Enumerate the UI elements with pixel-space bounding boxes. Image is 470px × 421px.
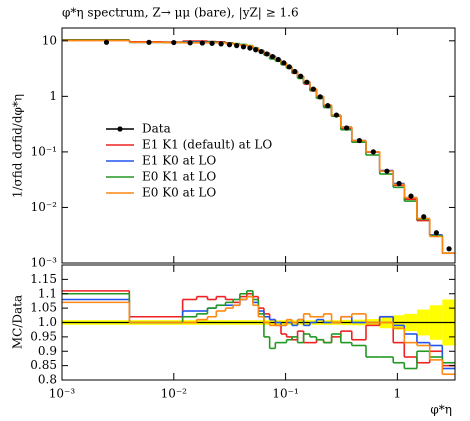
data-point xyxy=(234,42,240,49)
data-point xyxy=(310,86,316,92)
data-point xyxy=(286,64,292,70)
data-point xyxy=(421,214,427,220)
data-point xyxy=(275,56,281,63)
data-point xyxy=(370,149,376,155)
data-point xyxy=(408,193,414,199)
data-point xyxy=(209,40,215,46)
main-plot-area xyxy=(62,39,455,255)
ratio-plot-area xyxy=(62,290,455,376)
y-tick-label: 10⁻² xyxy=(31,200,58,214)
y-tick-label: 10⁻³ xyxy=(31,256,58,270)
data-point xyxy=(298,73,304,79)
axes: 10⁻³10⁻²10⁻¹1100.80.850.90.951.01.051.11… xyxy=(30,28,455,401)
legend-label: Data xyxy=(142,122,171,136)
data-point xyxy=(171,39,177,46)
legend-label: E0 K1 at LO xyxy=(142,170,216,184)
data-point xyxy=(356,137,363,144)
ratio-frame xyxy=(61,264,456,381)
data-point xyxy=(292,68,298,75)
data-point xyxy=(146,39,152,45)
y-tick-label: 1.05 xyxy=(30,301,57,315)
data-point xyxy=(433,230,440,236)
legend-swatch xyxy=(117,126,123,132)
data-point xyxy=(269,53,276,60)
x-tick-label: 10⁻² xyxy=(161,387,188,401)
y-tick-label: 0.95 xyxy=(30,329,57,343)
data-point xyxy=(396,180,402,187)
x-tick-label: 1 xyxy=(394,387,402,401)
data-point xyxy=(446,246,452,252)
y-tick-label: 1.15 xyxy=(30,272,57,286)
x-tick-label: 10⁻³ xyxy=(49,387,76,401)
legend-label: E1 K0 at LO xyxy=(142,154,216,168)
data-point xyxy=(199,40,205,46)
data-point xyxy=(264,51,270,57)
chart-title: φ*η spectrum, Z→ μμ (bare), |yZ| ≥ 1.6 xyxy=(62,6,299,20)
y-tick-label: 0.85 xyxy=(30,358,57,372)
data-point xyxy=(240,44,247,50)
y-axis-label: 1/σfid dσfid/dφ*η xyxy=(11,94,25,198)
legend-label: E0 K0 at LO xyxy=(142,186,216,200)
y-tick-label: 1.1 xyxy=(38,286,57,300)
y-tick-label: 0.9 xyxy=(38,344,57,358)
data-point xyxy=(253,47,259,53)
data-point xyxy=(304,79,310,85)
data-point xyxy=(103,39,110,45)
data-point xyxy=(281,60,287,66)
data-point xyxy=(384,168,390,174)
legend-label: E1 K1 (default) at LO xyxy=(142,138,272,152)
y-tick-label: 0.8 xyxy=(38,373,57,387)
data-point xyxy=(317,94,323,100)
y-tick-label: 1 xyxy=(49,89,57,103)
ratio-y-axis-label: MC/Data xyxy=(11,295,25,349)
y-tick-label: 1.0 xyxy=(38,315,57,329)
main-frame xyxy=(61,27,456,264)
data-point xyxy=(226,42,233,48)
x-axis-label: φ*η xyxy=(430,403,452,417)
data-point xyxy=(218,41,224,47)
data-point xyxy=(187,40,193,46)
data-point xyxy=(258,48,264,55)
data-point xyxy=(325,103,331,109)
y-tick-label: 10 xyxy=(42,33,57,47)
data-point xyxy=(333,112,340,118)
data-point xyxy=(247,45,253,51)
data-point xyxy=(344,125,350,131)
y-tick-label: 10⁻¹ xyxy=(31,144,57,158)
x-tick-label: 10⁻¹ xyxy=(272,387,298,401)
